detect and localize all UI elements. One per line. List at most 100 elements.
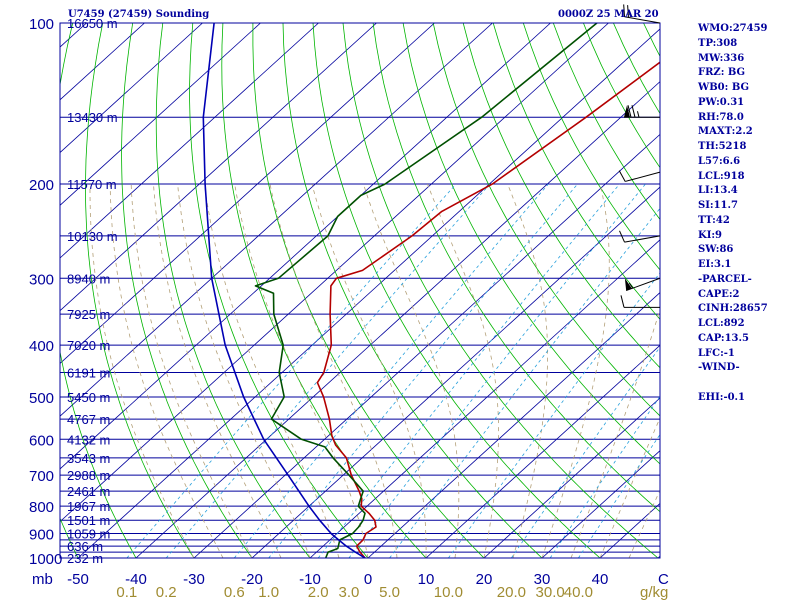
moist-adiabat	[599, 416, 660, 558]
wind-barb-flag	[627, 5, 629, 18]
moist-adiabat	[311, 183, 427, 558]
index-lcl: LCL:918	[698, 170, 745, 182]
temperature-tick-label: -30	[183, 571, 205, 588]
dry-adiabat	[252, 23, 485, 558]
moist-adiabat	[204, 184, 340, 558]
mixing-ratio-tick-label: 20.0	[497, 584, 526, 600]
pressure-tick-label: 900	[29, 527, 54, 544]
pressure-tick-label: 100	[29, 16, 54, 33]
stability-indices: WMO:27459 TP:308 MW:336 FRZ: BG WB0: BG …	[698, 22, 768, 406]
height-label: 1501 m	[67, 513, 110, 528]
mixing-ratio-tick-label: 0.1	[116, 584, 137, 600]
moist-adiabat	[570, 307, 660, 558]
temperature-tick-label: -20	[241, 571, 263, 588]
mixing-ratio-tick-label: 0.2	[156, 584, 177, 600]
temperature-tick-label: 40	[592, 571, 609, 588]
isotherm-line	[60, 23, 203, 154]
chart-title: U7459 (27459) Sounding	[68, 9, 210, 20]
wind-barb-flag	[631, 105, 636, 118]
wind-barbs	[618, 4, 661, 308]
wind-barb-flag	[627, 105, 632, 118]
dry-adiabat	[402, 23, 660, 465]
dry-adiabat	[60, 23, 137, 558]
index-cap: CAP:13.5	[698, 332, 749, 344]
height-label: 5450 m	[67, 390, 110, 405]
pressure-tick-label: 500	[29, 390, 54, 407]
dry-adiabat	[282, 23, 543, 558]
index-cinh: CINH:28657	[698, 303, 768, 315]
dry-adiabat	[432, 23, 660, 417]
isotherm-line	[60, 23, 261, 206]
mixing-ratio-line	[126, 183, 457, 558]
index-parcel-lcl: LCL:892	[698, 318, 745, 329]
index-sw: SW:86	[698, 244, 734, 256]
wind-barb	[620, 295, 660, 308]
wind-barb-pennant	[624, 105, 630, 118]
isotherm-line	[541, 450, 660, 558]
dry-adiabat	[121, 23, 253, 558]
wind-barb-flag	[619, 230, 626, 243]
height-label: 16650 m	[67, 16, 118, 31]
dry-adiabat	[492, 23, 660, 320]
isotherm-line	[77, 28, 660, 558]
sounding-curves	[202, 23, 660, 558]
mixing-ratio-unit-label: g/kg	[640, 584, 668, 600]
height-label: 232 m	[67, 551, 103, 566]
index-maxt: MAXT:2.2	[698, 126, 753, 138]
pressure-unit-label: mb	[32, 571, 53, 588]
mixing-ratio-tick-label: 2.0	[308, 584, 329, 600]
wind-barb	[623, 4, 661, 24]
index-pw: PW:0.31	[698, 96, 745, 108]
wind-heading: -WIND-	[698, 362, 740, 374]
height-label: 2988 m	[67, 468, 110, 483]
mixing-ratio-tick-label: 0.6	[224, 584, 245, 600]
index-wmo: WMO:27459	[698, 23, 768, 34]
isotherm-line	[60, 23, 319, 259]
index-tt: TT:42	[698, 214, 730, 226]
moist-adiabat	[541, 184, 610, 558]
dry-adiabat	[764, 23, 800, 558]
dry-adiabat	[372, 23, 660, 513]
wind-barb-half-flag	[628, 282, 634, 289]
temperature-line	[316, 61, 660, 558]
mixing-ratio-tick-label: 5.0	[379, 584, 400, 600]
dry-adiabat	[189, 23, 369, 558]
moist-adiabat	[153, 184, 282, 558]
height-label: 4767 m	[67, 412, 110, 427]
parcel-line	[202, 23, 366, 558]
valid-time: 0000Z 25 MAR 20	[558, 9, 659, 20]
temperature-tick-label: -40	[125, 571, 147, 588]
index-si: SI:11.7	[698, 200, 738, 211]
height-label: 3543 m	[67, 451, 110, 466]
moist-adiabat	[269, 184, 398, 558]
moist-adiabat	[507, 183, 548, 558]
wind-barb-half-flag	[637, 111, 640, 118]
mixing-ratio-tick-label: 10.0	[434, 584, 463, 600]
height-label: 2461 m	[67, 484, 110, 499]
isotherm-line	[60, 23, 435, 364]
mixing-ratio-line	[348, 183, 646, 558]
index-lfc: LFC:-1	[698, 347, 735, 359]
wind-barb	[624, 277, 661, 292]
mixing-ratio-line	[511, 346, 660, 558]
height-label: 11570 m	[67, 177, 117, 192]
isotherm-line	[60, 23, 377, 312]
wind-barb-staff	[625, 171, 661, 182]
dry-adiabat	[312, 23, 601, 558]
wind-barb-pennant	[624, 278, 632, 291]
dry-adiabat	[794, 23, 800, 558]
height-label: 636 m	[67, 539, 103, 554]
mixing-ratio-tick-label: 1.0	[258, 584, 279, 600]
index-rh: RH:78.0	[698, 111, 744, 123]
height-label: 1967 m	[67, 499, 110, 514]
index-wb0: WB0: BG	[698, 82, 749, 93]
dewpoint-line	[254, 23, 598, 558]
height-label: 8940 m	[67, 271, 110, 286]
mixing-ratio-line	[448, 272, 660, 558]
moist-adiabat	[363, 183, 460, 558]
parcel-heading: -PARCEL-	[698, 273, 752, 285]
mixing-ratio-line	[268, 183, 578, 558]
wind-barb-flag	[618, 170, 626, 182]
index-ki: KI:9	[698, 229, 723, 241]
